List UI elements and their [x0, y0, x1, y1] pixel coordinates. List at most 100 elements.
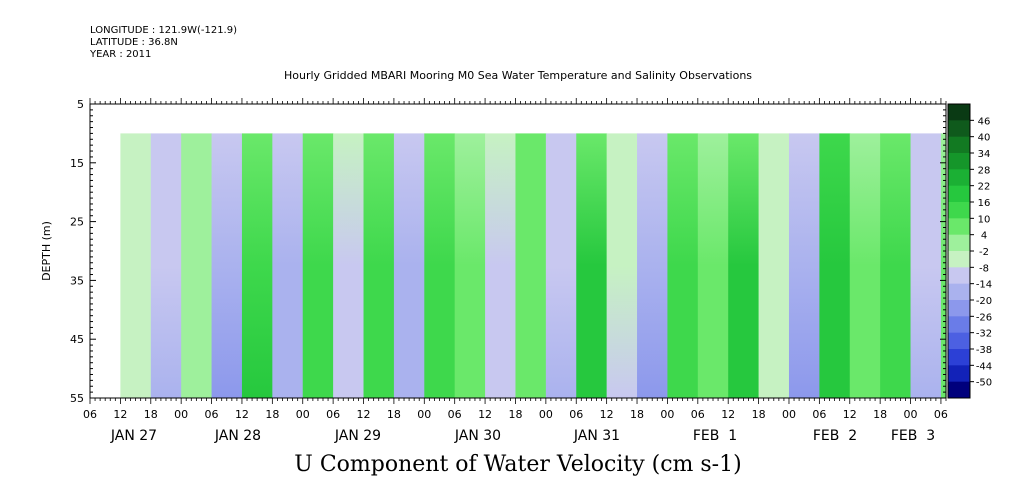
x-axis-day-labels: JAN 27 JAN 28 JAN 29 JAN 30 JAN 31 FEB 1 FEB 2… [110, 428, 935, 444]
year-label: YEAR : 2011 [90, 49, 152, 60]
heatmap-column [120, 133, 152, 398]
colorbar-swatch [948, 332, 970, 350]
heatmap-column [697, 133, 729, 398]
colorbar-level-label: -50 [976, 378, 992, 389]
y-tick-label: 25 [70, 216, 84, 229]
colorbar-swatch [948, 365, 970, 383]
x-hour-label: 00 [174, 408, 188, 421]
colorbar-swatch [948, 267, 970, 285]
colorbar-level-label: 4 [981, 231, 987, 242]
heatmap-column [181, 133, 213, 398]
colorbar-swatch [948, 153, 970, 170]
colorbar-swatch [948, 300, 970, 317]
x-day-label: JAN 29 [334, 428, 381, 444]
y-tick-label: 45 [70, 333, 84, 346]
heatmap-column [424, 133, 456, 398]
x-hour-label: 06 [812, 408, 826, 421]
x-hour-label: 00 [782, 408, 796, 421]
x-day-label: JAN 28 [214, 428, 261, 444]
heatmap-column [606, 133, 638, 398]
x-hour-label: 00 [660, 408, 674, 421]
x-hour-label: 00 [417, 408, 431, 421]
axis-ticks [89, 98, 947, 404]
heatmap-column [788, 133, 820, 398]
colorbar-swatch [948, 283, 970, 301]
heatmap-column [910, 133, 942, 398]
colorbar-level-label: -20 [976, 296, 992, 307]
x-axis-hour-labels: 06 12 18 00 06 12 18 00 06 12 18 00 06 12 18 00 06 12 18 00… [83, 408, 948, 421]
colorbar-level-label: -2 [979, 247, 989, 258]
colorbar-level-label: -32 [976, 329, 992, 340]
heatmap-column [880, 133, 912, 398]
colorbar-level-label: 28 [978, 165, 991, 176]
colorbar-swatch [948, 120, 970, 138]
x-hour-label: 18 [265, 408, 279, 421]
y-tick-label: 15 [70, 157, 84, 170]
x-hour-label: 00 [539, 408, 553, 421]
x-hour-label: 06 [83, 408, 97, 421]
y-tick-label: 55 [70, 392, 84, 405]
colorbar-level-label: -44 [976, 361, 992, 372]
heatmap-column [454, 133, 486, 398]
x-day-label: JAN 27 [110, 428, 157, 444]
colorbar-swatch [948, 251, 970, 268]
x-hour-label: 12 [843, 408, 857, 421]
x-hour-label: 00 [904, 408, 918, 421]
x-hour-label: 06 [326, 408, 340, 421]
x-day-label: JAN 31 [573, 428, 620, 444]
heatmap-column [637, 133, 669, 398]
x-day-label: FEB 1 [693, 428, 737, 444]
y-axis-tick-labels: 5 15 25 35 45 55 [70, 98, 84, 405]
x-hour-label: 12 [357, 408, 371, 421]
colorbar-level-label: 10 [978, 214, 991, 225]
colorbar-level-label: 40 [978, 133, 991, 144]
x-hour-label: 06 [934, 408, 948, 421]
colorbar-swatch [948, 185, 970, 203]
heatmap-column [576, 133, 608, 398]
x-hour-label: 18 [387, 408, 401, 421]
colorbar-swatch [948, 169, 970, 187]
variable-label: U Component of Water Velocity (cm s-1) [294, 452, 742, 477]
x-hour-label: 06 [569, 408, 583, 421]
colorbar-level-label: -14 [976, 280, 992, 291]
heatmap-column [667, 133, 699, 398]
colorbar-level-label: -8 [979, 263, 989, 274]
x-hour-label: 00 [296, 408, 310, 421]
heatmap-column [515, 133, 547, 398]
heatmap-column [241, 133, 273, 398]
colorbar-swatch [948, 349, 970, 366]
heatmap-column [363, 133, 395, 398]
x-hour-label: 18 [630, 408, 644, 421]
x-hour-label: 12 [478, 408, 492, 421]
x-hour-label: 18 [752, 408, 766, 421]
heatmap-column [849, 133, 881, 398]
x-hour-label: 12 [235, 408, 249, 421]
x-hour-label: 12 [113, 408, 127, 421]
heatmap-column [272, 133, 304, 398]
heatmap-column [485, 133, 517, 398]
heatmap-column [393, 133, 425, 398]
x-hour-label: 06 [205, 408, 219, 421]
heatmap-column [302, 133, 334, 398]
x-hour-label: 06 [691, 408, 705, 421]
x-day-label: JAN 30 [454, 428, 501, 444]
heatmap-column [819, 133, 851, 398]
x-hour-label: 12 [721, 408, 735, 421]
colorbar-swatch [948, 202, 970, 219]
colorbar-swatch [948, 234, 970, 252]
colorbar-swatch [948, 316, 970, 334]
heatmap-column [728, 133, 760, 398]
colorbar-level-label: -38 [976, 345, 992, 356]
colorbar-swatch [948, 136, 970, 154]
x-hour-label: 18 [508, 408, 522, 421]
y-tick-label: 5 [77, 98, 84, 111]
x-hour-label: 12 [600, 408, 614, 421]
x-hour-label: 06 [448, 408, 462, 421]
colorbar-level-label: 34 [978, 149, 991, 160]
heatmap-column [211, 133, 243, 398]
colorbar-level-label: 16 [978, 198, 991, 209]
x-hour-label: 18 [873, 408, 887, 421]
latitude-label: LATITUDE : 36.8N [90, 37, 178, 48]
x-day-label: FEB 2 [813, 428, 857, 444]
